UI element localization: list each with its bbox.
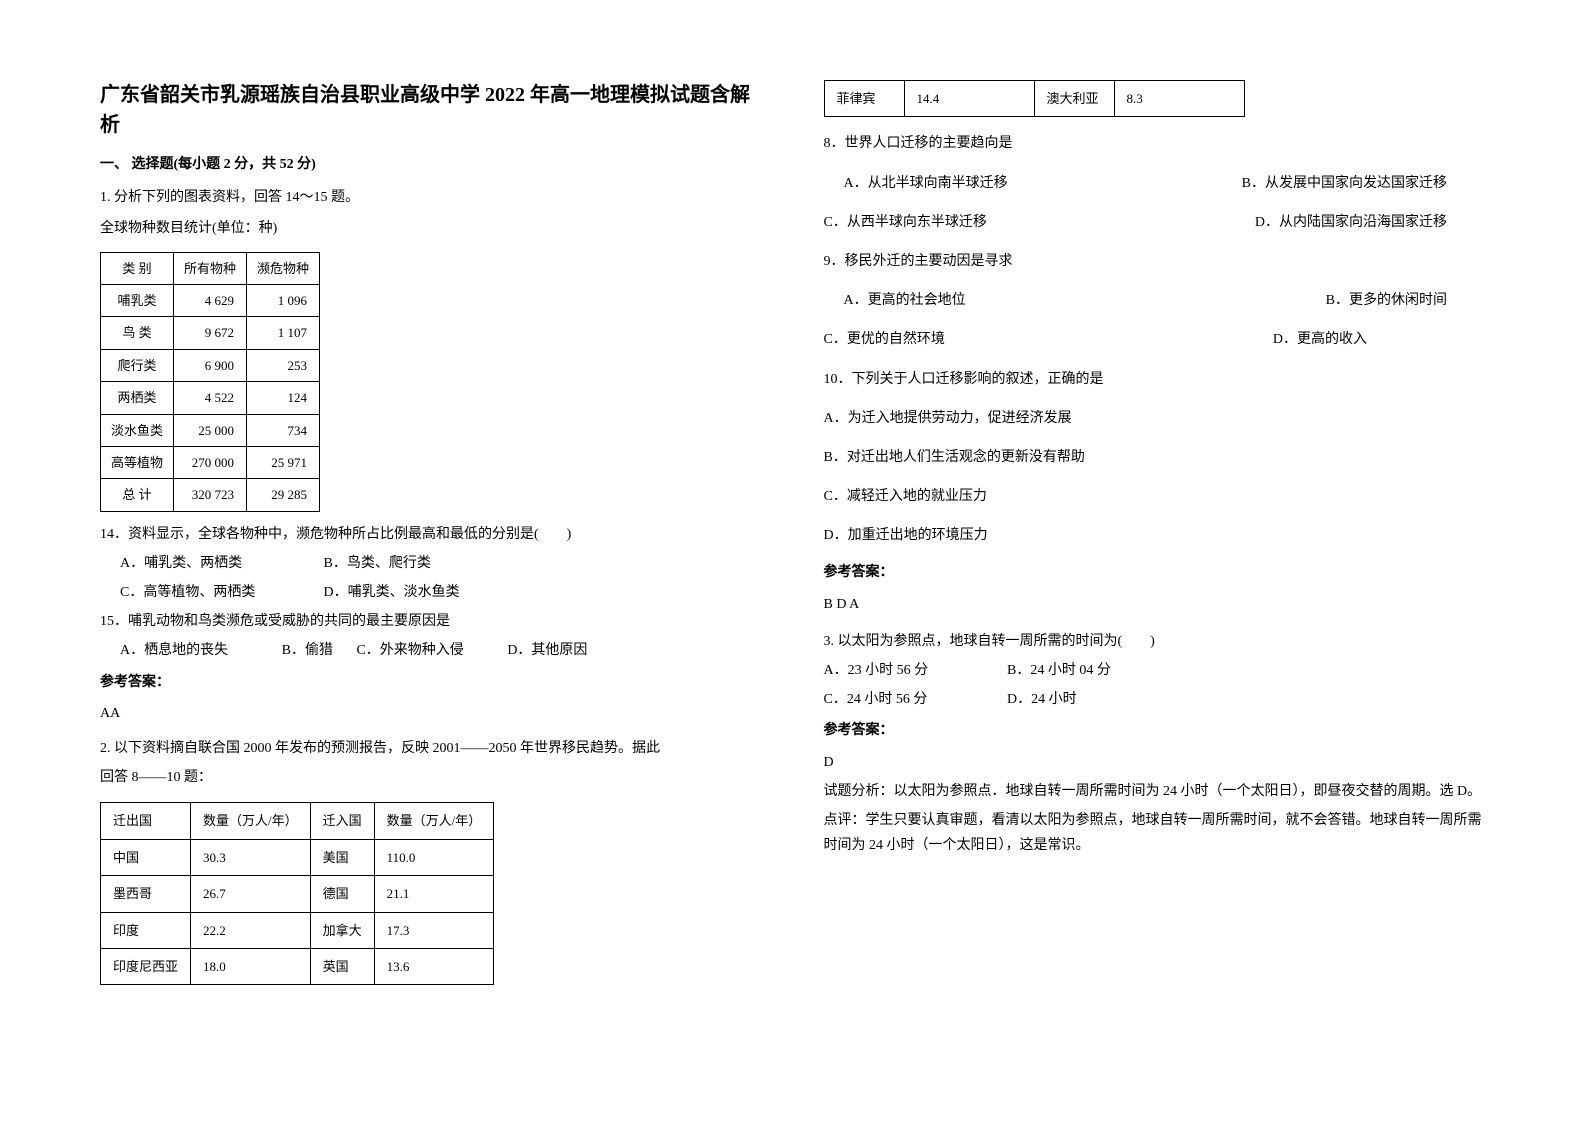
option: A．哺乳类、两栖类 <box>120 551 320 576</box>
option: C．从西半球向东半球迁移 <box>824 210 987 235</box>
q9-stem: 9．移民外迁的主要动因是寻求 <box>824 249 1488 274</box>
table-row: 墨西哥26.7德国21.1 <box>101 876 494 912</box>
table-header-row: 迁出国 数量（万人/年） 迁入国 数量（万人/年） <box>101 803 494 839</box>
right-column: 菲律宾 14.4 澳大利亚 8.3 8．世界人口迁移的主要趋向是 A．从北半球向… <box>824 80 1488 1062</box>
answer-3-explain-1: 试题分析：以太阳为参照点．地球自转一周所需时间为 24 小时（一个太阳日），即昼… <box>824 779 1488 804</box>
option: C．24 小时 56 分 <box>824 687 1004 712</box>
q15-stem: 15．哺乳动物和鸟类濒危或受威胁的共同的最主要原因是 <box>100 609 764 634</box>
table-row: 菲律宾 14.4 澳大利亚 8.3 <box>824 81 1244 117</box>
answer-3-explain-2: 点评：学生只要认真审题，看清以太阳为参照点，地球自转一周所需时间，就不会答错。地… <box>824 808 1488 858</box>
option: C．减轻迁入地的就业压力 <box>824 484 1488 509</box>
option: B．鸟类、爬行类 <box>324 556 431 571</box>
q3-stem: 3. 以太阳为参照点，地球自转一周所需的时间为( ) <box>824 629 1488 654</box>
option: D．从内陆国家向沿海国家迁移 <box>1255 210 1447 235</box>
option: B．偷猎 <box>282 643 333 658</box>
option: A．栖息地的丧失 <box>120 643 228 658</box>
answer-2: B D A <box>824 592 1488 617</box>
option: C．外来物种入侵 <box>356 643 463 658</box>
answer-label: 参考答案： <box>824 560 1488 585</box>
option: D．哺乳类、淡水鱼类 <box>324 585 460 600</box>
table-row: 哺乳类4 6291 096 <box>101 284 320 316</box>
col-header: 迁入国 <box>310 803 374 839</box>
q9-options-row: A．更高的社会地位 B．更多的休闲时间 <box>844 288 1488 313</box>
section-1-heading: 一、 选择题(每小题 2 分，共 52 分) <box>100 152 764 177</box>
option: D．24 小时 <box>1007 692 1077 707</box>
species-table: 类 别 所有物种 濒危物种 哺乳类4 6291 096 鸟 类9 6721 10… <box>100 252 320 512</box>
answer-3: D <box>824 750 1488 775</box>
answer-1: AA <box>100 701 764 726</box>
option: D．更高的收入 <box>1273 327 1367 352</box>
q1-stem: 1. 分析下列的图表资料，回答 14～15 题。 <box>100 185 764 210</box>
table-row: 爬行类6 900253 <box>101 349 320 381</box>
q15-options-row: A．栖息地的丧失 B．偷猎 C．外来物种入侵 D．其他原因 <box>120 638 764 663</box>
option: D．加重迁出地的环境压力 <box>824 523 1488 548</box>
option: D．其他原因 <box>507 643 587 658</box>
col-header: 数量（万人/年） <box>374 803 494 839</box>
q10-stem: 10．下列关于人口迁移影响的叙述，正确的是 <box>824 367 1488 392</box>
option: A．为迁入地提供劳动力，促进经济发展 <box>824 406 1488 431</box>
q9-options-row: C．更优的自然环境 D．更高的收入 <box>824 327 1488 352</box>
option: B．从发展中国家向发达国家迁移 <box>1242 171 1447 196</box>
col-header: 濒危物种 <box>247 252 320 284</box>
q14-stem: 14．资料显示，全球各物种中，濒危物种所占比例最高和最低的分别是( ) <box>100 522 764 547</box>
col-header: 所有物种 <box>174 252 247 284</box>
table-row: 淡水鱼类25 000734 <box>101 414 320 446</box>
table-row: 两栖类4 522124 <box>101 382 320 414</box>
answer-label: 参考答案： <box>100 670 764 695</box>
q2-stem-line2: 回答 8——10 题： <box>100 765 764 790</box>
left-column: 广东省韶关市乳源瑶族自治县职业高级中学 2022 年高一地理模拟试题含解析 一、… <box>100 80 764 1062</box>
option: C．高等植物、两栖类 <box>120 580 320 605</box>
option: C．更优的自然环境 <box>824 327 945 352</box>
col-header: 迁出国 <box>101 803 191 839</box>
table-row: 高等植物270 00025 971 <box>101 446 320 478</box>
option: A．更高的社会地位 <box>844 288 966 313</box>
q14-options-row: A．哺乳类、两栖类 B．鸟类、爬行类 <box>120 551 764 576</box>
col-header: 数量（万人/年） <box>191 803 311 839</box>
q3-options-row: A．23 小时 56 分 B．24 小时 04 分 <box>824 658 1488 683</box>
option: A．23 小时 56 分 <box>824 658 1004 683</box>
answer-label: 参考答案： <box>824 718 1488 743</box>
option: B．24 小时 04 分 <box>1007 663 1111 678</box>
q8-options-row: A．从北半球向南半球迁移 B．从发展中国家向发达国家迁移 <box>844 171 1488 196</box>
option: A．从北半球向南半球迁移 <box>844 171 1008 196</box>
table-row: 鸟 类9 6721 107 <box>101 317 320 349</box>
table-row: 印度尼西亚18.0英国13.6 <box>101 948 494 984</box>
q1-subtitle: 全球物种数目统计(单位：种) <box>100 216 764 241</box>
q8-stem: 8．世界人口迁移的主要趋向是 <box>824 131 1488 156</box>
table-row: 印度22.2加拿大17.3 <box>101 912 494 948</box>
option: B．更多的休闲时间 <box>1326 288 1447 313</box>
col-header: 类 别 <box>101 252 174 284</box>
q8-options-row: C．从西半球向东半球迁移 D．从内陆国家向沿海国家迁移 <box>824 210 1488 235</box>
option: B．对迁出地人们生活观念的更新没有帮助 <box>824 445 1488 470</box>
migration-table: 迁出国 数量（万人/年） 迁入国 数量（万人/年） 中国30.3美国110.0 … <box>100 802 494 985</box>
table-header-row: 类 别 所有物种 濒危物种 <box>101 252 320 284</box>
table-row: 总 计320 72329 285 <box>101 479 320 511</box>
table-row: 中国30.3美国110.0 <box>101 839 494 875</box>
q3-options-row: C．24 小时 56 分 D．24 小时 <box>824 687 1488 712</box>
doc-title: 广东省韶关市乳源瑶族自治县职业高级中学 2022 年高一地理模拟试题含解析 <box>100 80 764 140</box>
migration-table-continued: 菲律宾 14.4 澳大利亚 8.3 <box>824 80 1245 117</box>
q14-options-row: C．高等植物、两栖类 D．哺乳类、淡水鱼类 <box>120 580 764 605</box>
q2-stem-line1: 2. 以下资料摘自联合国 2000 年发布的预测报告，反映 2001——2050… <box>100 736 764 761</box>
